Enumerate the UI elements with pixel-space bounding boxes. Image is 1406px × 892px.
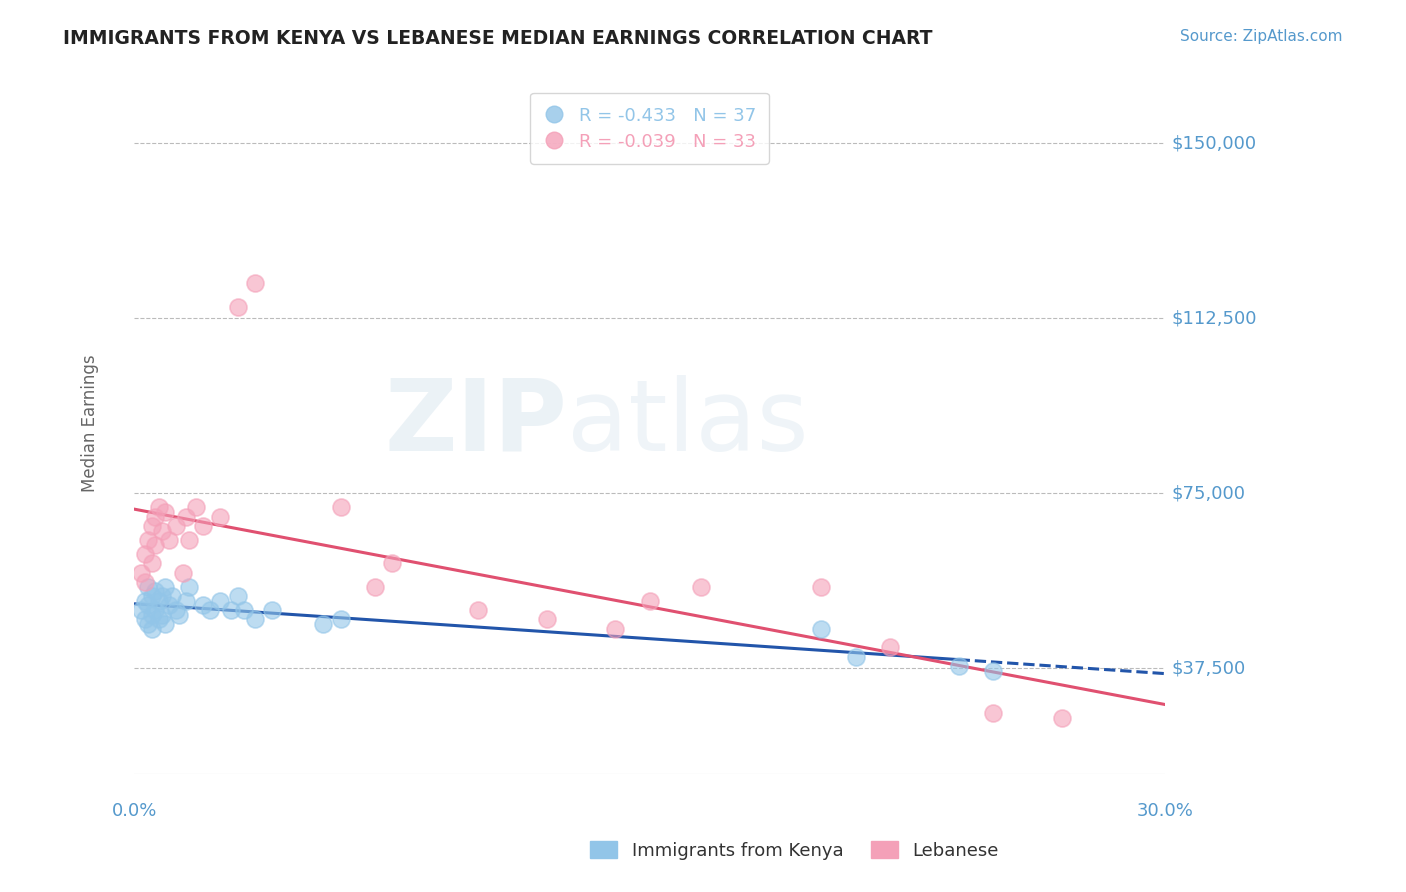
Text: 0.0%: 0.0% bbox=[112, 802, 157, 820]
Point bbox=[174, 509, 197, 524]
Point bbox=[134, 593, 156, 607]
Point bbox=[226, 300, 249, 314]
Point bbox=[136, 580, 159, 594]
Point bbox=[260, 603, 283, 617]
Point bbox=[143, 584, 166, 599]
Text: $150,000: $150,000 bbox=[1171, 134, 1257, 152]
Text: atlas: atlas bbox=[567, 375, 808, 472]
Point bbox=[638, 593, 661, 607]
Point bbox=[155, 505, 177, 519]
Point bbox=[134, 547, 156, 561]
Point bbox=[143, 509, 166, 524]
Point bbox=[134, 612, 156, 626]
Legend: Immigrants from Kenya, Lebanese: Immigrants from Kenya, Lebanese bbox=[583, 834, 1005, 867]
Point bbox=[191, 519, 214, 533]
Point bbox=[141, 607, 163, 622]
Point bbox=[191, 599, 214, 613]
Point bbox=[141, 622, 163, 636]
Point bbox=[150, 589, 173, 603]
Point bbox=[879, 640, 901, 655]
Point bbox=[329, 500, 352, 515]
Point bbox=[172, 566, 194, 580]
Point bbox=[155, 617, 177, 632]
Point bbox=[219, 603, 242, 617]
Point bbox=[243, 612, 266, 626]
Point bbox=[198, 603, 221, 617]
Point bbox=[845, 649, 868, 664]
Point bbox=[157, 533, 180, 547]
Point bbox=[143, 538, 166, 552]
Point bbox=[179, 533, 201, 547]
Point bbox=[467, 603, 489, 617]
Point bbox=[690, 580, 713, 594]
Point bbox=[143, 603, 166, 617]
Text: $112,500: $112,500 bbox=[1171, 310, 1257, 327]
Point bbox=[136, 599, 159, 613]
Point bbox=[148, 500, 170, 515]
Point bbox=[810, 580, 832, 594]
Point bbox=[536, 612, 558, 626]
Point bbox=[226, 589, 249, 603]
Point bbox=[174, 593, 197, 607]
Text: $37,500: $37,500 bbox=[1171, 659, 1246, 677]
Point bbox=[148, 593, 170, 607]
Text: Median Earnings: Median Earnings bbox=[82, 354, 98, 492]
Point bbox=[605, 622, 627, 636]
Point bbox=[136, 533, 159, 547]
Point bbox=[165, 519, 187, 533]
Point bbox=[233, 603, 256, 617]
Point bbox=[209, 593, 232, 607]
Point bbox=[141, 589, 163, 603]
Point bbox=[167, 607, 190, 622]
Point bbox=[312, 617, 335, 632]
Text: $75,000: $75,000 bbox=[1171, 484, 1246, 502]
Point bbox=[243, 276, 266, 290]
Point bbox=[131, 603, 153, 617]
Point bbox=[157, 599, 180, 613]
Point bbox=[810, 622, 832, 636]
Point bbox=[948, 659, 970, 673]
Point bbox=[179, 580, 201, 594]
Point bbox=[329, 612, 352, 626]
Point bbox=[364, 580, 387, 594]
Point bbox=[131, 566, 153, 580]
Point bbox=[186, 500, 208, 515]
Point bbox=[150, 607, 173, 622]
Text: Source: ZipAtlas.com: Source: ZipAtlas.com bbox=[1180, 29, 1343, 44]
Point bbox=[981, 664, 1004, 678]
Legend: R = -0.433   N = 37, R = -0.039   N = 33: R = -0.433 N = 37, R = -0.039 N = 33 bbox=[530, 93, 769, 164]
Text: IMMIGRANTS FROM KENYA VS LEBANESE MEDIAN EARNINGS CORRELATION CHART: IMMIGRANTS FROM KENYA VS LEBANESE MEDIAN… bbox=[63, 29, 932, 47]
Point bbox=[141, 519, 163, 533]
Point bbox=[981, 706, 1004, 720]
Point bbox=[1050, 710, 1073, 724]
Point bbox=[381, 557, 404, 571]
Text: 30.0%: 30.0% bbox=[1136, 802, 1194, 820]
Point bbox=[136, 617, 159, 632]
Point bbox=[162, 589, 184, 603]
Point bbox=[134, 575, 156, 590]
Point bbox=[141, 557, 163, 571]
Point bbox=[148, 612, 170, 626]
Point bbox=[150, 524, 173, 538]
Text: ZIP: ZIP bbox=[384, 375, 567, 472]
Point bbox=[165, 603, 187, 617]
Point bbox=[209, 509, 232, 524]
Point bbox=[155, 580, 177, 594]
